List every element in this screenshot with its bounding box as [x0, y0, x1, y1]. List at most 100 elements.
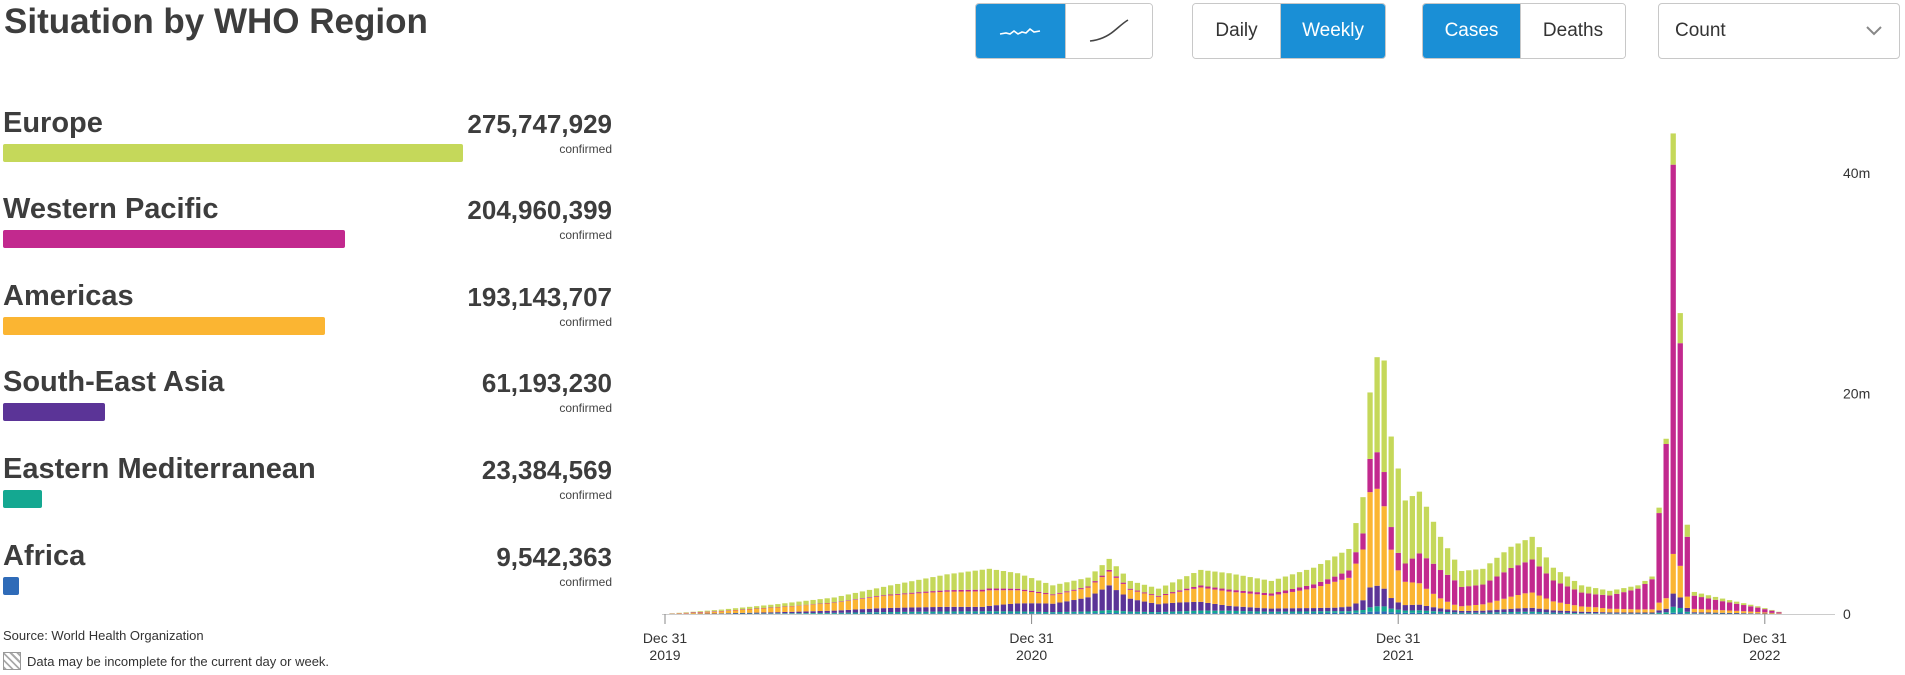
bar-segment-south-east-asia: [1296, 608, 1303, 612]
bar-segment-americas: [1381, 506, 1387, 589]
bar-segment-south-east-asia: [1120, 594, 1126, 612]
bar-segment-south-east-asia: [831, 610, 837, 613]
bar-segment-eastern-mediterranean: [1000, 611, 1007, 614]
bar-segment-eastern-mediterranean: [1078, 611, 1084, 614]
bar-segment-eastern-mediterranean: [1416, 610, 1423, 613]
bar-segment-south-east-asia: [930, 607, 936, 612]
bar-segment-south-east-asia: [1663, 608, 1669, 613]
bar-segment-western-pacific: [1177, 590, 1183, 592]
bar-segment-eastern-mediterranean: [1036, 611, 1042, 614]
bar-segment-eastern-mediterranean: [1275, 611, 1282, 614]
daily-button[interactable]: Daily: [1193, 4, 1281, 58]
bar-segment-europe: [1719, 598, 1726, 602]
bar-segment-south-east-asia: [1473, 610, 1479, 613]
bar-segment-south-east-asia: [1614, 612, 1620, 614]
bar-segment-africa: [916, 613, 922, 614]
bar-segment-south-east-asia: [1198, 601, 1204, 611]
bar-segment-western-pacific: [845, 600, 851, 601]
bar-segment-south-east-asia: [761, 612, 767, 614]
bar-segment-europe: [754, 606, 760, 609]
bar-segment-south-east-asia: [1036, 603, 1042, 612]
bar-segment-americas: [1522, 593, 1528, 609]
bar-segment-south-east-asia: [768, 612, 774, 614]
bar-segment-south-east-asia: [1092, 593, 1098, 612]
bar-segment-africa: [1240, 613, 1246, 614]
cumulative-line-button[interactable]: [1064, 4, 1152, 58]
bar-segment-africa: [1036, 613, 1042, 614]
region-africa[interactable]: Africa 9,542,363 confirmed: [0, 540, 620, 620]
bar-segment-africa: [1487, 613, 1493, 614]
bar-segment-americas: [944, 591, 950, 607]
bar-segment-americas: [1515, 595, 1521, 609]
y-tick-label: 20m: [1843, 386, 1870, 402]
bar-segment-western-pacific: [1430, 563, 1437, 594]
bar-segment-europe: [1522, 540, 1528, 563]
bar-segment-western-pacific: [1593, 594, 1599, 608]
bar-segment-south-east-asia: [1057, 602, 1063, 612]
bar-segment-americas: [1536, 595, 1542, 609]
bar-segment-europe: [1275, 578, 1282, 593]
measure-select[interactable]: Count: [1658, 3, 1900, 59]
region-americas[interactable]: Americas 193,143,707 confirmed: [0, 280, 620, 360]
trend-line-button[interactable]: [976, 4, 1065, 58]
bar-segment-europe: [1663, 438, 1669, 445]
bar-segment-africa: [1332, 612, 1338, 614]
bar-segment-europe: [1578, 585, 1585, 593]
bar-segment-americas: [782, 606, 788, 612]
bar-segment-eastern-mediterranean: [1085, 611, 1091, 614]
bar-segment-south-east-asia: [1275, 608, 1282, 612]
region-eastern-mediterranean[interactable]: Eastern Mediterranean 23,384,569 confirm…: [0, 453, 620, 533]
bar-segment-americas: [993, 590, 1000, 606]
bar-segment-africa: [1437, 613, 1444, 614]
bar-segment-western-pacific: [1571, 589, 1578, 606]
cases-button[interactable]: Cases: [1423, 4, 1521, 58]
bar-segment-africa: [993, 613, 1000, 614]
bar-segment-americas: [810, 604, 816, 612]
bar-segment-eastern-mediterranean: [1571, 613, 1578, 614]
bar-segment-europe: [1332, 556, 1338, 577]
bar-segment-western-pacific: [1452, 580, 1458, 605]
bar-segment-eastern-mediterranean: [1501, 612, 1507, 614]
bar-segment-americas: [1184, 590, 1190, 603]
bar-segment-south-east-asia: [1078, 598, 1084, 612]
bar-segment-western-pacific: [1360, 533, 1366, 550]
bar-segment-africa: [1677, 612, 1683, 614]
bar-segment-africa: [1515, 613, 1521, 614]
region-europe[interactable]: Europe 275,747,929 confirmed: [0, 107, 620, 187]
bar-segment-western-pacific: [1085, 586, 1091, 588]
bar-segment-south-east-asia: [1170, 602, 1176, 612]
deaths-button[interactable]: Deaths: [1520, 4, 1625, 58]
bar-segment-africa: [1395, 612, 1401, 614]
bar-segment-western-pacific: [1409, 558, 1415, 583]
bar-segment-western-pacific: [1205, 586, 1211, 589]
bar-segment-africa: [1113, 613, 1119, 614]
weekly-button[interactable]: Weekly: [1280, 4, 1385, 58]
bar-segment-africa: [1282, 613, 1289, 614]
trend-toggle: [975, 3, 1153, 59]
region-western-pacific[interactable]: Western Pacific 204,960,399 confirmed: [0, 193, 620, 273]
bar-segment-americas: [824, 603, 830, 611]
bar-segment-americas: [1607, 608, 1613, 613]
bar-segment-americas: [1099, 577, 1105, 590]
bar-segment-africa: [1296, 613, 1303, 614]
region-south-east-asia[interactable]: South-East Asia 61,193,230 confirmed: [0, 366, 620, 446]
bar-segment-eastern-mediterranean: [873, 612, 880, 614]
bar-segment-americas: [796, 605, 802, 612]
bar-segment-south-east-asia: [1719, 612, 1726, 614]
bar-segment-europe: [1141, 584, 1148, 593]
region-sub: confirmed: [559, 142, 612, 156]
bar-segment-eastern-mediterranean: [1240, 611, 1246, 614]
bar-segment-south-east-asia: [1642, 612, 1648, 614]
bar-segment-europe: [810, 599, 816, 605]
bar-segment-africa: [1374, 611, 1380, 614]
bar-segment-south-east-asia: [1684, 607, 1690, 612]
bar-segment-americas: [1014, 590, 1021, 604]
bar-segment-south-east-asia: [803, 611, 809, 614]
bar-segment-americas: [697, 612, 703, 614]
bar-segment-western-pacific: [1600, 594, 1606, 609]
bar-segment-europe: [1726, 600, 1733, 603]
bar-segment-south-east-asia: [1550, 610, 1556, 613]
bar-segment-south-east-asia: [923, 607, 929, 612]
bar-segment-western-pacific: [895, 593, 901, 595]
bar-segment-south-east-asia: [1585, 611, 1592, 614]
